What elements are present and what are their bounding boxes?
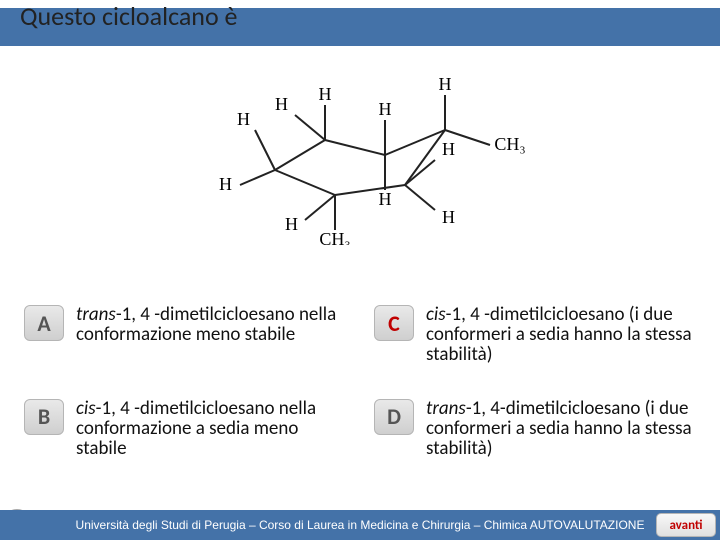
svg-text:H: H [237, 109, 250, 129]
answer-text-c: cis-1, 4 -dimetilcicloesano (i due confo… [426, 305, 696, 365]
answer-row: A trans-1, 4 -dimetilcicloesano nella co… [24, 305, 346, 365]
svg-text:H: H [219, 174, 232, 194]
svg-text:H: H [319, 84, 332, 104]
svg-text:H: H [442, 139, 455, 159]
answer-text-a: trans-1, 4 -dimetilcicloesano nella conf… [76, 305, 346, 345]
answer-text-d: trans-1, 4-dimetilcicloesano (i due conf… [426, 399, 696, 459]
answer-row: B cis-1, 4 -dimetilcicloesano nella conf… [24, 399, 346, 459]
answer-row: C cis-1, 4 -dimetilcicloesano (i due con… [374, 305, 696, 365]
molecule-diagram: H H H H H H H CH₃ H H CH₃ H [0, 55, 720, 265]
next-button[interactable]: avanti [656, 513, 716, 537]
svg-text:H: H [379, 99, 392, 119]
question-title: Questo cicloalcano è [20, 0, 237, 32]
answer-text-b: cis-1, 4 -dimetilcicloesano nella confor… [76, 399, 346, 459]
svg-text:H: H [379, 189, 392, 209]
slide: Questo cicloalcano è H H H H H H H CH₃ H H CH₃ H A … [0, 0, 720, 540]
svg-text:H: H [285, 214, 298, 234]
svg-text:CH₃: CH₃ [494, 134, 525, 154]
answer-button-d[interactable]: D [374, 399, 414, 435]
answer-button-c[interactable]: C [374, 305, 414, 341]
answer-row: D trans-1, 4-dimetilcicloesano (i due co… [374, 399, 696, 459]
svg-text:H: H [442, 207, 455, 227]
svg-text:H: H [275, 94, 288, 114]
answer-button-b[interactable]: B [24, 399, 64, 435]
svg-text:CH₃: CH₃ [319, 229, 350, 245]
answers-grid: A trans-1, 4 -dimetilcicloesano nella co… [24, 305, 696, 459]
svg-text:H: H [439, 74, 452, 94]
answer-button-a[interactable]: A [24, 305, 64, 341]
footer-text: Università degli Studi di Perugia – Cors… [0, 518, 720, 532]
footer-bar: Università degli Studi di Perugia – Cors… [0, 510, 720, 540]
